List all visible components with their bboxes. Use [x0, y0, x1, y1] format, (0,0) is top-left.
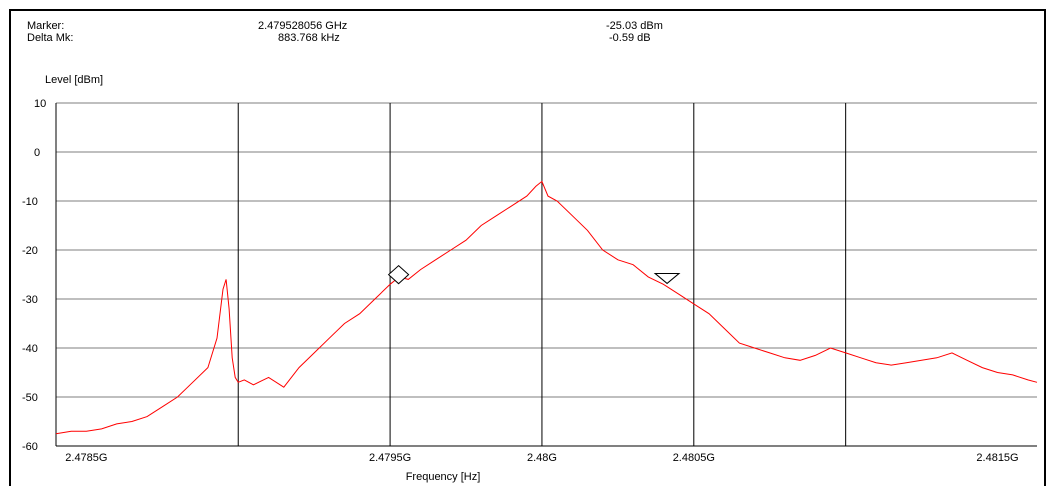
marker-label: Marker:	[27, 20, 65, 32]
x-tick-label: 2.4795G	[369, 452, 411, 464]
marker-level: -25.03 dBm	[606, 20, 663, 32]
y-tick-label: -20	[22, 245, 38, 257]
marker-diamond	[387, 264, 410, 285]
y-axis-title: Level [dBm]	[45, 74, 103, 86]
delta-marker-triangle	[653, 272, 681, 285]
delta-marker-frequency: 883.768 kHz	[278, 32, 340, 44]
x-tick-label: 2.4805G	[673, 452, 715, 464]
y-tick-label: 10	[34, 98, 46, 110]
marker-frequency: 2.479528056 GHz	[258, 20, 348, 32]
x-tick-label: 2.48G	[527, 452, 557, 464]
plot-frame	[9, 9, 1046, 486]
y-tick-label: -30	[22, 294, 38, 306]
y-tick-label: -60	[22, 441, 38, 453]
delta-marker-label: Delta Mk:	[27, 32, 74, 44]
y-tick-label: -50	[22, 392, 38, 404]
y-tick-label: -10	[22, 196, 38, 208]
x-axis-title: Frequency [Hz]	[406, 471, 481, 483]
delta-marker-level: -0.59 dB	[609, 32, 651, 44]
spectrum-trace	[55, 180, 1038, 435]
x-tick-label: 2.4815G	[976, 452, 1018, 464]
y-tick-label: -40	[22, 343, 38, 355]
x-tick-label: 2.4785G	[65, 452, 107, 464]
y-tick-label: 0	[34, 147, 40, 159]
